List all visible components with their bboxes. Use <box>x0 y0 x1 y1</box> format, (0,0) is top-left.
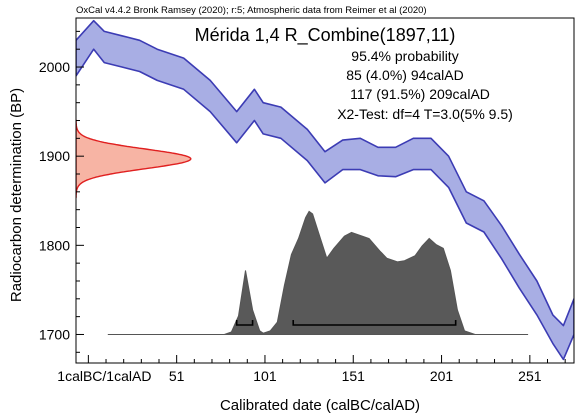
posterior-distribution <box>107 210 529 335</box>
hpd-range-bar-2 <box>292 320 457 326</box>
x-tick-label-1: 1calBC/1calAD <box>57 368 151 384</box>
annotation-probability: 95.4% probability <box>351 48 458 64</box>
x-tick-label-5: 201 <box>430 368 454 384</box>
y-tick-label-2: 1800 <box>39 237 70 253</box>
annotation-range-1: 85 (4.0%) 94calAD <box>346 67 464 83</box>
chart-title: Mérida 1,4 R_Combine(1897,11) <box>195 25 456 46</box>
measurement-distribution <box>76 119 192 199</box>
y-tick-label-4: 2000 <box>39 59 70 75</box>
x-tick-label-2: 51 <box>169 368 185 384</box>
hpd-range-bars <box>235 320 457 326</box>
plot-clip <box>76 19 574 361</box>
y-tick-label-3: 1900 <box>39 148 70 164</box>
hpd-range-bar-1 <box>235 320 254 326</box>
plot-frame <box>75 17 575 364</box>
x-tick-label-4: 151 <box>342 368 366 384</box>
x-tick-label-3: 101 <box>253 368 277 384</box>
x-tick-label-6: 251 <box>518 368 542 384</box>
credit-line: OxCal v4.4.2 Bronk Ramsey (2020); r:5; A… <box>76 5 427 16</box>
y-tick-label-1: 1700 <box>39 326 70 342</box>
annotation-chi-square-test: X2-Test: df=4 T=3.0(5% 9.5) <box>337 106 513 122</box>
plot-content <box>76 19 574 361</box>
calibration-curve-band <box>76 19 574 361</box>
y-axis-label: Radiocarbon determination (BP) <box>8 88 25 302</box>
axes: 1700 1800 1900 2000 1calBC/1calAD 51 101 151 201… <box>39 30 566 384</box>
x-axis-label: Calibrated date (calBC/calAD) <box>220 397 420 414</box>
annotation-range-2: 117 (91.5%) 209calAD <box>350 86 490 102</box>
